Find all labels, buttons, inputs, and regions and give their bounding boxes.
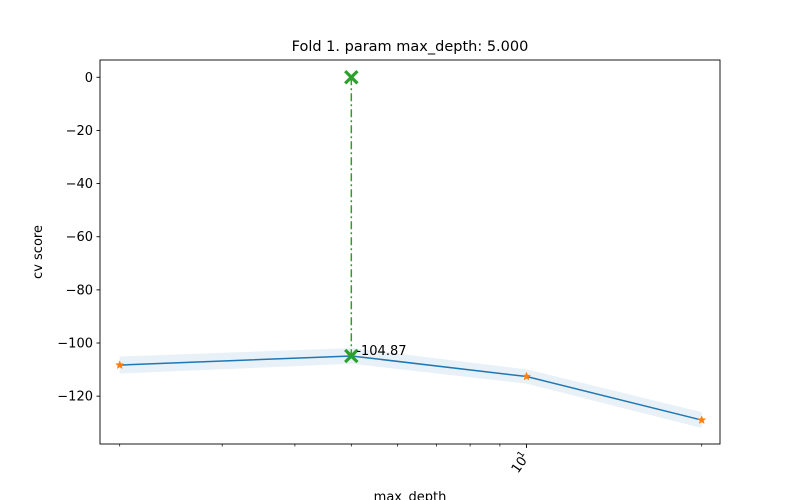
y-tick-label: −80 <box>66 283 93 298</box>
x-axis-label: max_depth <box>374 490 447 500</box>
y-axis-label: cv score <box>31 225 46 279</box>
y-tick-label: 0 <box>85 71 93 86</box>
y-tick-label: −120 <box>57 390 93 405</box>
cv-score-line <box>119 355 702 421</box>
best-marker-top <box>344 70 359 85</box>
chart-title: Fold 1. param max_depth: 5.000 <box>292 39 529 55</box>
best-marker-bottom <box>344 348 359 364</box>
axes-frame <box>99 59 721 445</box>
best-score-label: -104.87 <box>356 344 406 359</box>
plot-area: -104.87 <box>115 70 707 429</box>
data-point-marker <box>697 415 707 425</box>
confidence-band <box>119 348 702 429</box>
y-axis: 0 −20 −40 −60 −80 −100 −120 <box>57 71 100 405</box>
data-point-marker <box>521 371 532 381</box>
x-tick-label-exponent: 1 <box>516 450 527 460</box>
y-tick-label: −20 <box>66 124 93 139</box>
y-tick-label: −40 <box>66 177 93 192</box>
data-point-marker <box>115 360 125 370</box>
y-tick-label: −100 <box>57 337 93 352</box>
y-tick-label: −60 <box>66 230 93 245</box>
